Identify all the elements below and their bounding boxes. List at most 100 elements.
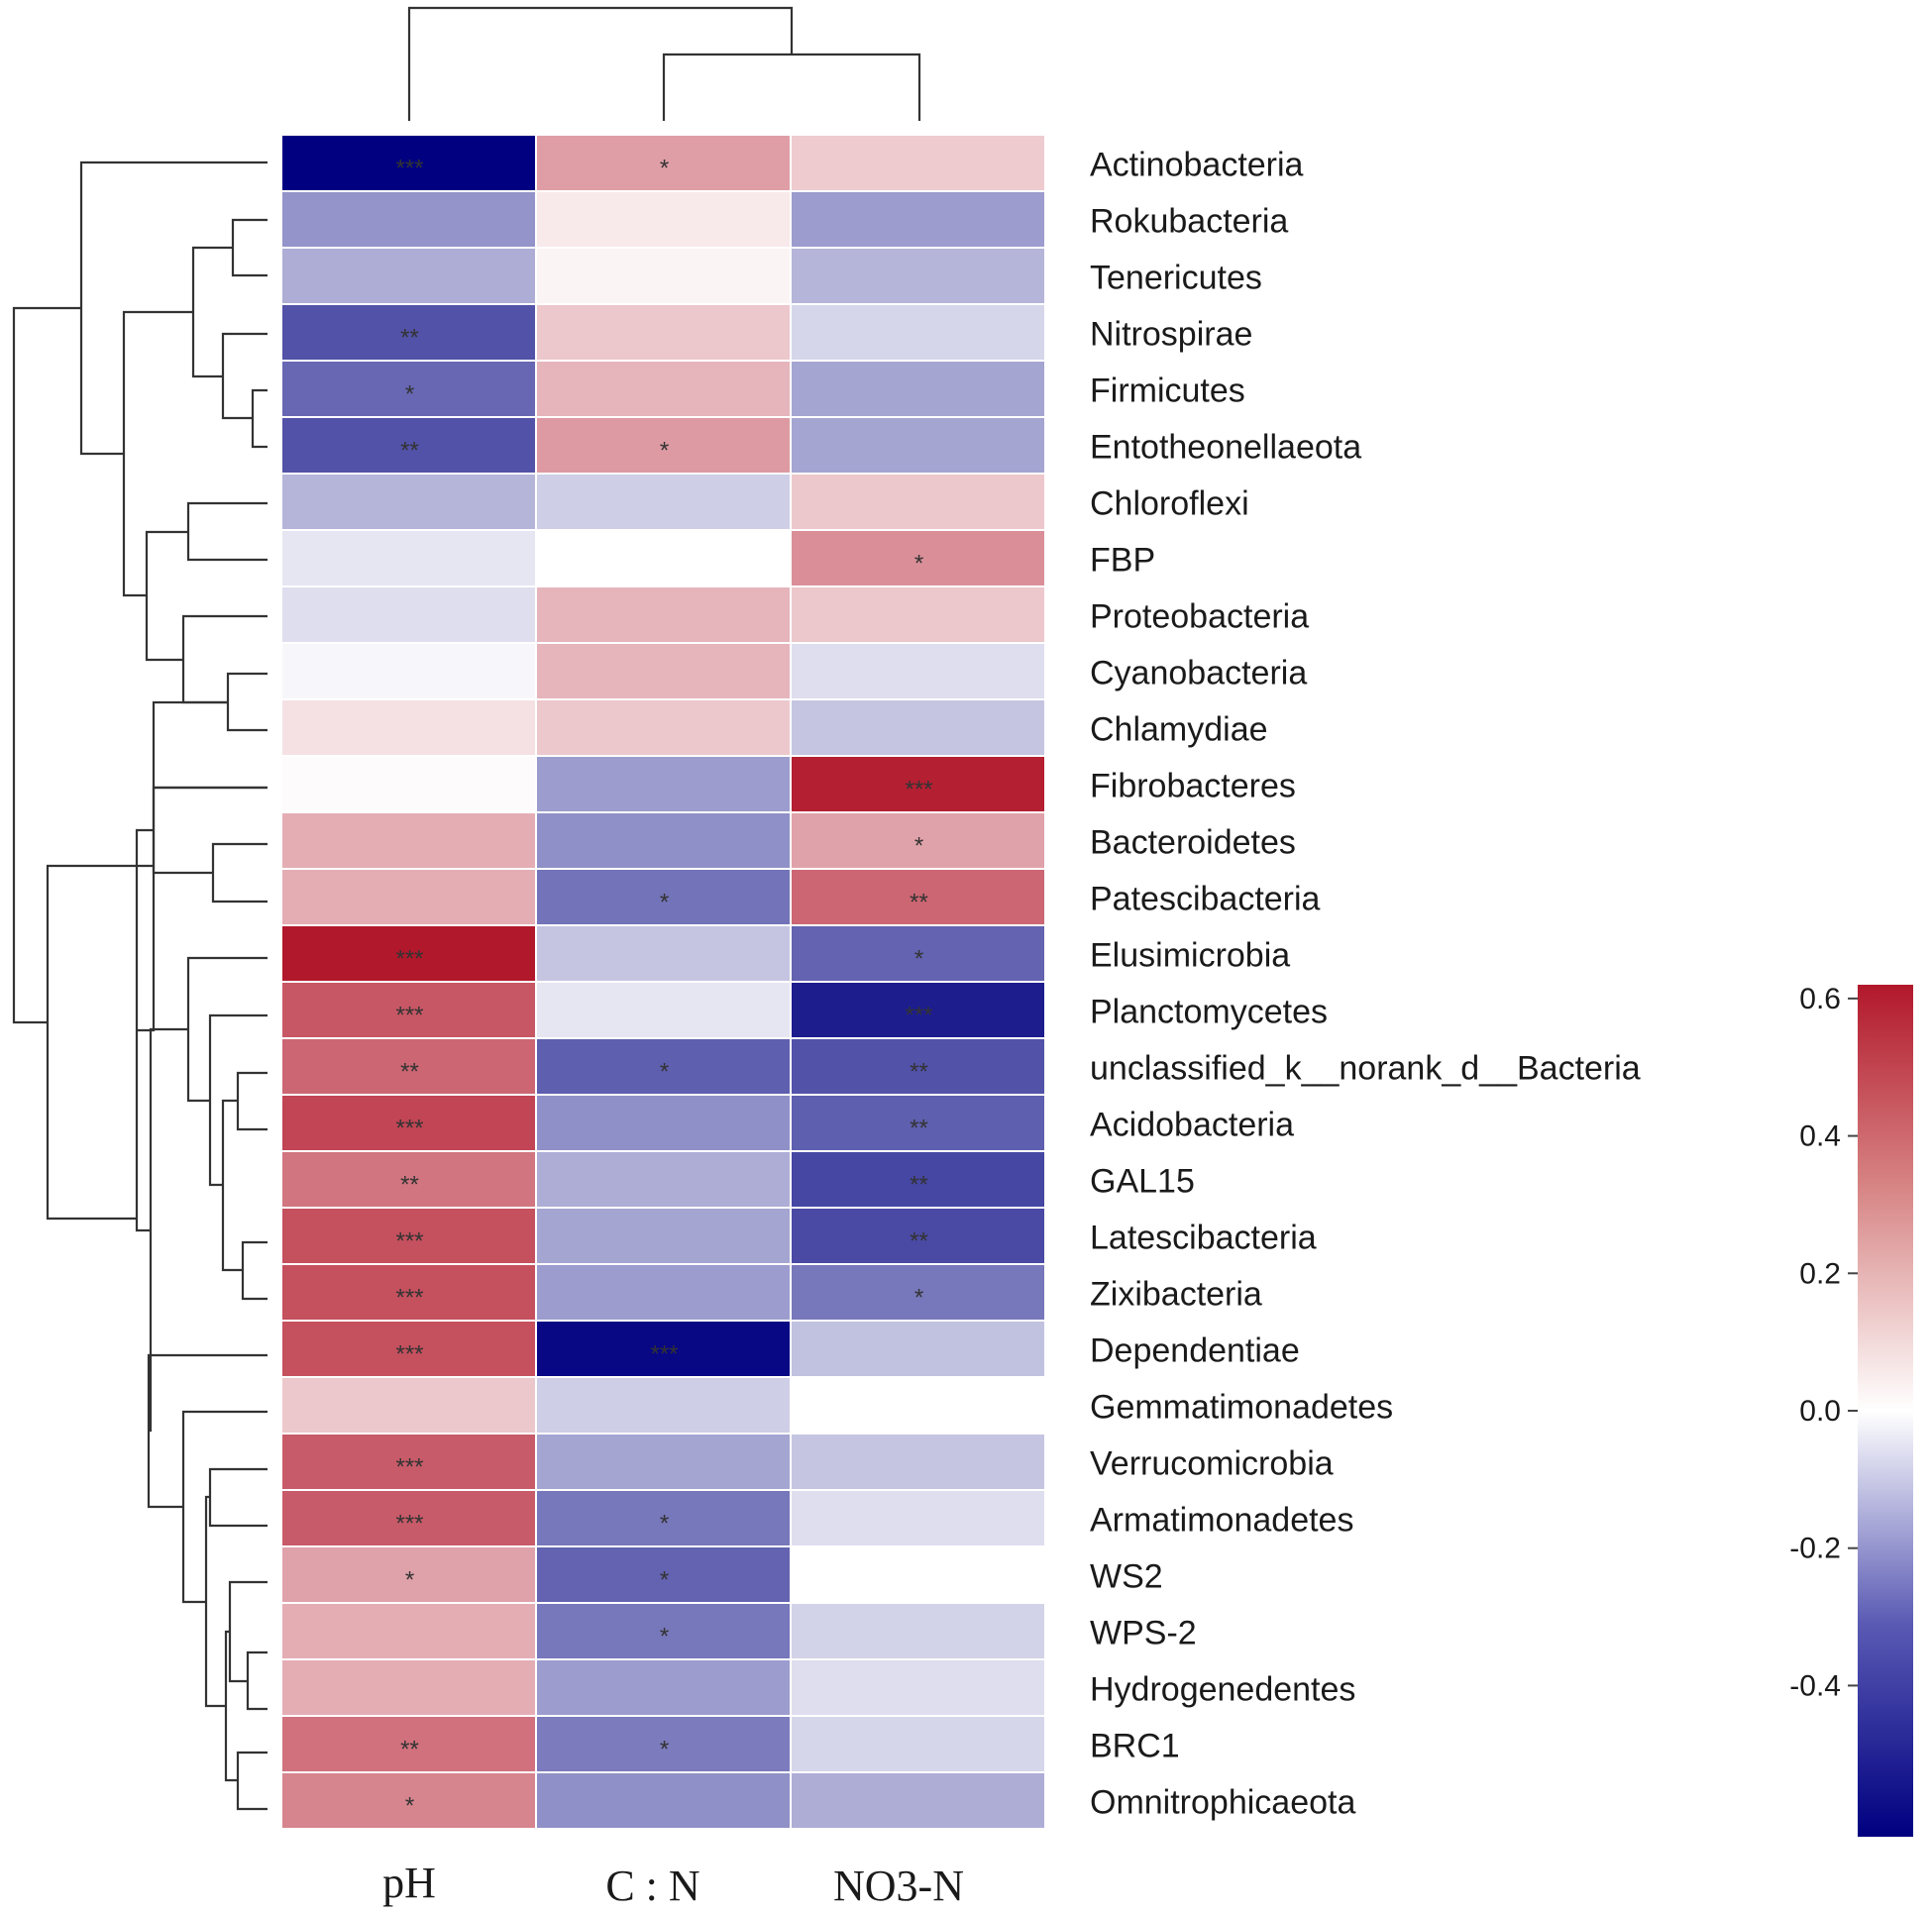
- row-dendro-b11: [211, 842, 268, 904]
- row-dendro-b21: [186, 956, 268, 1103]
- significance-marker: ***: [395, 1003, 423, 1029]
- significance-marker: *: [660, 1624, 669, 1650]
- row-label: FBP: [1090, 542, 1155, 580]
- row-label: Entotheonellaeota: [1090, 429, 1361, 467]
- col-dendro-branch-root: [407, 6, 794, 121]
- col-label-ph: pH: [382, 1859, 436, 1907]
- heatmap-cell: [537, 1491, 790, 1545]
- heatmap-cell: [792, 1435, 1044, 1489]
- significance-marker: *: [660, 438, 669, 465]
- heatmap-cell: [282, 1660, 535, 1715]
- row-dendro-b8: [145, 530, 188, 662]
- row-dendro-b18: [208, 1467, 268, 1528]
- colorbar-tick-label: -0.2: [1789, 1533, 1841, 1565]
- column-labels: pH C : N NO3-N: [382, 1859, 964, 1910]
- significance-marker: **: [910, 1228, 928, 1255]
- colorbar-gradient: [1858, 985, 1913, 1837]
- significance-markers: *** ****** ******* ***** **** ***** * ***** ****…: [395, 156, 932, 1820]
- heatmap-cell: [792, 305, 1044, 360]
- significance-marker: *: [660, 1567, 669, 1594]
- heatmap-cell: [792, 475, 1044, 529]
- heatmap-cell: [792, 1322, 1044, 1376]
- heatmap-cell: [537, 1096, 790, 1150]
- col-dendro-branch-cn-no3: [662, 53, 921, 121]
- heatmap-cell: [537, 192, 790, 247]
- heatmap-cell: [792, 1209, 1044, 1263]
- heatmap-cell: [282, 531, 535, 585]
- row-label: GAL15: [1090, 1163, 1195, 1201]
- heatmap-cell: [792, 813, 1044, 868]
- significance-marker: *: [660, 156, 669, 182]
- row-label: Firmicutes: [1090, 372, 1245, 410]
- heatmap-cell: [537, 305, 790, 360]
- heatmap-cell: [792, 1152, 1044, 1207]
- heatmap-cell: [792, 1773, 1044, 1828]
- significance-marker: **: [400, 325, 419, 352]
- row-label: Proteobacteria: [1090, 598, 1309, 636]
- significance-marker: **: [400, 438, 419, 465]
- row-label: WPS-2: [1090, 1615, 1197, 1652]
- heatmap-cell: [537, 700, 790, 755]
- heatmap-cell: [537, 813, 790, 868]
- heatmap-cell: [537, 1322, 790, 1376]
- col-label-no3n: NO3-N: [833, 1862, 964, 1910]
- heatmap-cell: [792, 700, 1044, 755]
- significance-marker: ***: [395, 156, 423, 182]
- heatmap-cell: [792, 1547, 1044, 1602]
- column-dendrogram: [407, 6, 921, 121]
- row-dendro-b6: [226, 672, 268, 732]
- significance-marker: **: [400, 1737, 419, 1763]
- heatmap-cell: [537, 757, 790, 811]
- heatmap-cell: [537, 1547, 790, 1602]
- row-dendro-b26: [149, 1027, 188, 1433]
- significance-marker: *: [660, 890, 669, 916]
- heatmap-cell: [537, 1265, 790, 1320]
- heatmap-cell: [537, 1435, 790, 1489]
- row-dendro-b25: [147, 1353, 268, 1509]
- colorbar-tick-label: -0.4: [1789, 1669, 1841, 1702]
- significance-marker: ***: [395, 1285, 423, 1312]
- significance-marker: **: [910, 1116, 928, 1142]
- significance-marker: **: [400, 1059, 419, 1086]
- heatmap-cell: [792, 587, 1044, 642]
- heatmap-cell: [792, 531, 1044, 585]
- row-label: Verrucomicrobia: [1090, 1445, 1334, 1483]
- heatmap-cell: [282, 1265, 535, 1320]
- heatmap-cell: [792, 1491, 1044, 1545]
- significance-marker: *: [914, 1285, 923, 1312]
- colorbar-tick-label: 0.6: [1799, 983, 1841, 1015]
- heatmap-cell: [282, 1378, 535, 1433]
- heatmap-cell: [282, 475, 535, 529]
- heatmap-cell: [537, 136, 790, 190]
- heatmap-cell: [792, 1096, 1044, 1150]
- significance-marker: ***: [395, 1454, 423, 1481]
- heatmap-cell: [792, 1717, 1044, 1771]
- heatmap-cell: [282, 1717, 535, 1771]
- heatmap-cell: [282, 1209, 535, 1263]
- significance-marker: ***: [905, 777, 932, 803]
- heatmap-cell: [537, 531, 790, 585]
- heatmap-cell: [537, 983, 790, 1037]
- row-label: Hydrogenedentes: [1090, 1671, 1355, 1709]
- row-dendro-b31: [46, 864, 154, 1221]
- row-label: Elusimicrobia: [1090, 937, 1290, 975]
- heatmap-cell: [282, 136, 535, 190]
- heatmap-cell: [537, 644, 790, 698]
- row-label: Latescibacteria: [1090, 1220, 1317, 1257]
- significance-marker: **: [400, 1172, 419, 1199]
- row-label: Armatimonadetes: [1090, 1502, 1353, 1540]
- row-dendro-b15: [246, 1650, 268, 1711]
- row-dendro-b32: [12, 306, 81, 1024]
- heatmap-cell: [537, 1039, 790, 1094]
- heatmap-cell: [537, 1209, 790, 1263]
- row-label: Rokubacteria: [1090, 203, 1288, 241]
- row-dendro-b14: [236, 1071, 268, 1131]
- row-dendro-b1: [231, 218, 268, 277]
- row-dendro-b12: [152, 786, 268, 875]
- significance-marker: *: [405, 1793, 414, 1820]
- significance-marker: ***: [395, 1341, 423, 1368]
- heatmap-cell: [282, 1547, 535, 1602]
- heatmap-cell: [537, 1660, 790, 1715]
- heatmap-cell: [537, 1717, 790, 1771]
